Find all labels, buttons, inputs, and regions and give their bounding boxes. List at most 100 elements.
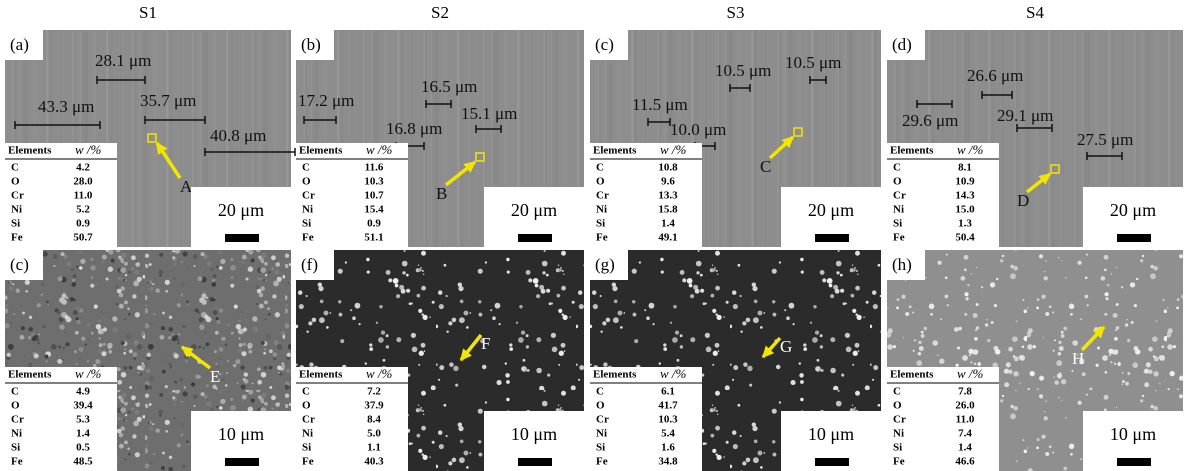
table-cell: 5.3 <box>76 414 90 426</box>
table-header: Elements <box>890 369 934 381</box>
table-header: Elements <box>890 145 934 157</box>
measurement: 10.5 μm <box>715 61 771 80</box>
scale-label: 10 μm <box>1110 424 1156 444</box>
table-cell: 8.1 <box>958 162 972 174</box>
table-cell: O <box>596 400 605 412</box>
table-cell: 0.9 <box>76 218 90 230</box>
panel: (g)GElementsw /%C6.1O41.7Cr10.3Ni5.4Si1.… <box>590 250 881 471</box>
table-cell: Ni <box>11 204 22 216</box>
measurement: 16.5 μm <box>421 77 477 96</box>
table-cell: C <box>302 162 310 174</box>
table-cell: Cr <box>11 190 24 202</box>
table-cell: O <box>302 176 311 188</box>
table-header: Elements <box>8 369 52 381</box>
table-cell: Si <box>596 442 605 454</box>
table-cell: C <box>893 162 901 174</box>
scale-bar <box>518 234 552 242</box>
point-label: D <box>1017 191 1029 210</box>
table-cell: 15.0 <box>955 204 975 216</box>
scale-label: 20 μm <box>1110 200 1156 220</box>
table-cell: 5.4 <box>661 428 675 440</box>
table-cell: 1.4 <box>76 428 90 440</box>
table-cell: Si <box>893 442 902 454</box>
table-cell: Cr <box>302 414 315 426</box>
table-cell: O <box>893 176 902 188</box>
scale-bar <box>518 458 552 466</box>
scale-bar <box>815 234 849 242</box>
table-cell: Cr <box>302 190 315 202</box>
panel-label: (h) <box>892 255 912 274</box>
scale-label: 20 μm <box>511 200 557 220</box>
table-cell: Ni <box>302 204 313 216</box>
table-cell: Cr <box>596 414 609 426</box>
measurement: 27.5 μm <box>1077 130 1133 149</box>
table-header: w /% <box>366 366 393 381</box>
table-cell: 1.6 <box>661 442 675 454</box>
measurement: 15.1 μm <box>461 104 517 123</box>
table-cell: 51.1 <box>364 232 383 244</box>
table-cell: 10.8 <box>658 162 678 174</box>
table-cell: Ni <box>596 204 607 216</box>
table-cell: C <box>11 162 19 174</box>
scale-bar <box>225 458 259 466</box>
table-header: Elements <box>299 369 343 381</box>
table-cell: C <box>11 386 19 398</box>
table-cell: 10.7 <box>364 190 384 202</box>
table-cell: Fe <box>11 456 23 468</box>
measurement: 29.6 μm <box>902 111 958 130</box>
table-cell: 1.4 <box>661 218 675 230</box>
table-cell: Cr <box>596 190 609 202</box>
table-cell: 15.4 <box>364 204 384 216</box>
table-cell: 0.5 <box>76 442 90 454</box>
table-header: w /% <box>660 142 687 157</box>
point-label: B <box>436 184 447 203</box>
scale-label: 20 μm <box>218 200 264 220</box>
table-cell: Si <box>893 218 902 230</box>
scale-bar <box>815 458 849 466</box>
scale-bar <box>225 234 259 242</box>
table-header: Elements <box>593 369 637 381</box>
table-cell: 13.3 <box>658 190 678 202</box>
measurement: 26.6 μm <box>967 66 1023 85</box>
table-header: w /% <box>957 142 984 157</box>
table-cell: Fe <box>11 232 23 244</box>
scale-label: 10 μm <box>808 424 854 444</box>
column-header: S3 <box>727 3 745 22</box>
table-cell: Fe <box>596 232 608 244</box>
measurement: 10.5 μm <box>785 53 841 72</box>
panel-label: (c) <box>595 35 614 54</box>
table-cell: 7.2 <box>367 386 381 398</box>
table-cell: 10.3 <box>658 414 678 426</box>
table-cell: Si <box>302 442 311 454</box>
table-cell: 7.4 <box>958 428 972 440</box>
table-cell: 41.7 <box>658 400 678 412</box>
table-cell: C <box>893 386 901 398</box>
point-label: H <box>1072 349 1084 368</box>
measurement: 29.1 μm <box>997 106 1053 125</box>
table-cell: 50.7 <box>73 232 93 244</box>
table-header: Elements <box>8 145 52 157</box>
table-cell: 4.9 <box>76 386 90 398</box>
table-cell: Fe <box>893 232 905 244</box>
table-cell: 34.8 <box>658 456 678 468</box>
table-cell: 1.1 <box>367 442 381 454</box>
panel-label: (b) <box>301 35 321 54</box>
panel-label: (a) <box>10 35 29 54</box>
measurement: 28.1 μm <box>95 51 151 70</box>
table-cell: O <box>302 400 311 412</box>
table-cell: Si <box>302 218 311 230</box>
table-header: w /% <box>660 366 687 381</box>
table-cell: Ni <box>596 428 607 440</box>
table-cell: O <box>596 176 605 188</box>
table-cell: 28.0 <box>73 176 93 188</box>
table-cell: 1.4 <box>958 442 972 454</box>
panel-label: (f) <box>301 255 318 274</box>
table-cell: Si <box>596 218 605 230</box>
point-label: F <box>481 334 490 353</box>
table-cell: C <box>596 386 604 398</box>
